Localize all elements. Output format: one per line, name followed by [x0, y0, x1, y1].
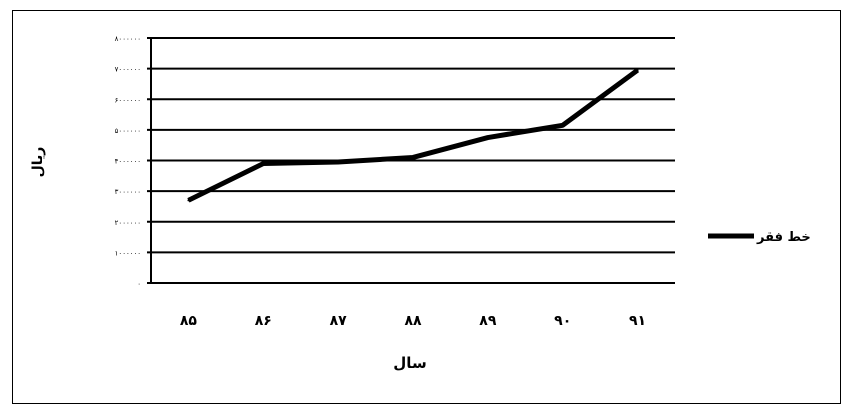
legend-label: خط فقر — [756, 230, 811, 245]
y-tick-label: ۳۰۰۰۰۰۰ — [115, 188, 141, 196]
data-point — [636, 69, 639, 72]
y-axis-label: ریال — [30, 147, 46, 178]
data-point — [486, 136, 489, 139]
x-tick-label: ۸۵ — [180, 313, 198, 329]
series-line — [187, 68, 640, 203]
y-tick-label: ۸۰۰۰۰۰۰ — [115, 35, 141, 43]
y-tick-label: ۷۰۰۰۰۰۰ — [115, 66, 141, 74]
x-tick-label: ۸۹ — [479, 313, 497, 329]
legend: خط فقر — [708, 230, 811, 245]
y-tick-label: ۲۰۰۰۰۰۰ — [115, 219, 141, 227]
y-tick-label: ۴۰۰۰۰۰۰ — [115, 158, 141, 166]
y-tick-label: ۵۰۰۰۰۰۰ — [115, 127, 141, 135]
x-tick-label: ۸۸ — [404, 313, 422, 329]
y-tick-label: ۰ — [137, 280, 141, 288]
y-tick-label: ۱۰۰۰۰۰۰ — [115, 249, 141, 257]
x-tick-label: ۸۶ — [255, 313, 272, 329]
gridlines — [147, 37, 675, 284]
data-point — [262, 162, 265, 165]
y-tick-labels: ۰ ۱۰۰۰۰۰۰ ۲۰۰۰۰۰۰ ۳۰۰۰۰۰۰ ۴۰۰۰۰۰۰ ۵۰۰۰۰۰۰ ۶۰۰۰… — [115, 35, 141, 288]
data-point — [412, 156, 414, 159]
data-point — [561, 124, 564, 127]
x-tick-label: ۹۰ — [554, 313, 571, 329]
x-tick-label: ۹۱ — [629, 313, 646, 329]
series — [187, 68, 640, 203]
x-axis-label: سال — [393, 354, 426, 372]
x-tick-label: ۸۷ — [330, 313, 348, 329]
data-point — [337, 161, 340, 164]
x-tick-labels: ۸۵ ۸۶ ۸۷ ۸۸ ۸۹ ۹۰ ۹۱ — [180, 313, 646, 329]
data-point — [187, 199, 190, 202]
y-tick-label: ۶۰۰۰۰۰۰ — [115, 96, 141, 104]
